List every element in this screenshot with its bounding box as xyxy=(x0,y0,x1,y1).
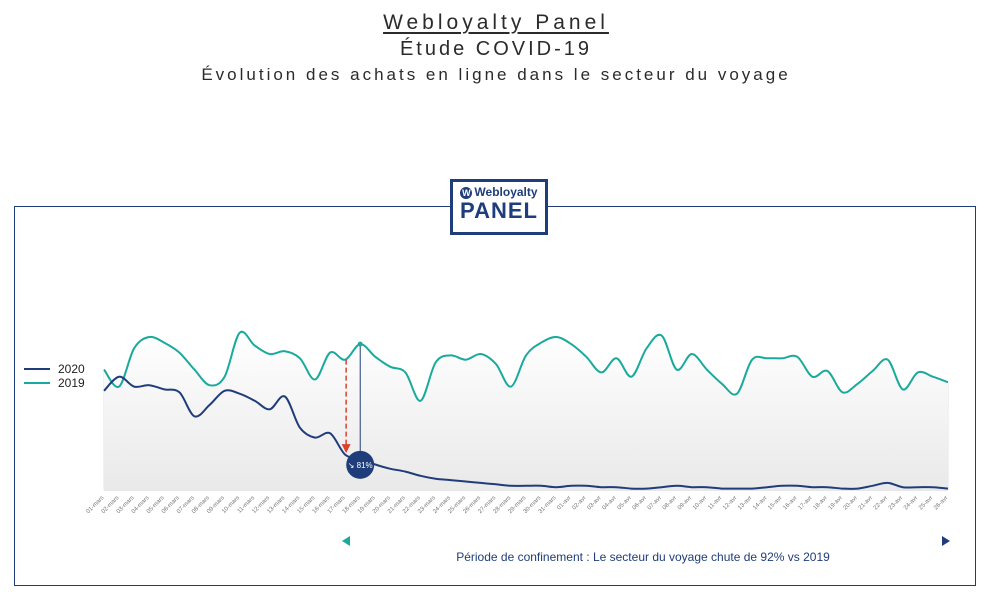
legend-label-2020: 2020 xyxy=(58,362,85,376)
series-line-2020 xyxy=(103,375,949,490)
x-axis-ticks: 01-mars02-mars03-mars04-mars05-mars06-ma… xyxy=(86,495,950,515)
period-caption: Période de confinement : Le secteur du v… xyxy=(456,550,830,564)
x-tick-label: 26-avr xyxy=(933,495,949,511)
x-tick-label: 23-avr xyxy=(888,495,904,511)
annotations: ↘ 81% xyxy=(341,341,375,479)
x-tick-label: 04-avr xyxy=(602,495,618,511)
x-tick-label: 16-avr xyxy=(782,495,798,511)
x-tick-label: 15-avr xyxy=(767,495,783,511)
webloyalty-logo: W Webloyalty PANEL xyxy=(450,179,548,235)
drop-badge xyxy=(346,450,375,479)
header-subtitle: Étude COVID-19 xyxy=(399,38,593,60)
x-tick-label: 14-avr xyxy=(752,495,768,511)
x-tick-label: 11-avr xyxy=(707,495,723,511)
x-tick-label: 25-avr xyxy=(918,495,934,511)
x-tick-label: 18-avr xyxy=(813,495,829,511)
logo-product: PANEL xyxy=(460,198,538,223)
period-arrow: Période de confinement : Le secteur du v… xyxy=(342,536,950,564)
x-tick-label: 22-avr xyxy=(873,495,889,511)
x-tick-label: 17-avr xyxy=(797,495,813,511)
x-tick-label: 13-avr xyxy=(737,495,753,511)
x-tick-label: 19-avr xyxy=(828,495,844,511)
page-header: Webloyalty Panel Étude COVID-19 Évolutio… xyxy=(0,10,992,88)
legend: 2020 2019 xyxy=(24,362,85,390)
x-tick-label: 05-avr xyxy=(617,495,633,511)
x-tick-label: 02-avr xyxy=(571,495,587,511)
x-tick-label: 10-avr xyxy=(692,495,708,511)
x-tick-label: 08-avr xyxy=(662,495,678,511)
legend-label-2019: 2019 xyxy=(58,376,85,390)
x-tick-label: 20-avr xyxy=(843,495,859,511)
header-description: Évolution des achats en ligne dans le se… xyxy=(201,65,791,84)
x-tick-label: 09-avr xyxy=(677,495,693,511)
x-tick-label: 03-avr xyxy=(586,495,602,511)
x-tick-label: 24-avr xyxy=(903,495,919,511)
w-circle-icon: W xyxy=(460,186,473,199)
series-lines xyxy=(103,330,949,490)
logo-brand: W Webloyalty xyxy=(460,185,538,199)
x-tick-label: 01-avr xyxy=(556,495,572,511)
header-title: Webloyalty Panel xyxy=(383,11,609,34)
x-tick-label: 12-avr xyxy=(722,495,738,511)
area-2019 xyxy=(104,331,948,490)
arrow-right-icon xyxy=(942,536,950,546)
x-tick-label: 21-avr xyxy=(858,495,874,511)
marker-2019 xyxy=(357,341,363,347)
x-tick-label: 06-avr xyxy=(632,495,648,511)
x-tick-label: 07-avr xyxy=(647,495,663,511)
series-line-2019 xyxy=(103,330,949,402)
drop-badge-label: ↘ 81% xyxy=(348,461,373,470)
arrow-left-icon xyxy=(342,536,350,546)
